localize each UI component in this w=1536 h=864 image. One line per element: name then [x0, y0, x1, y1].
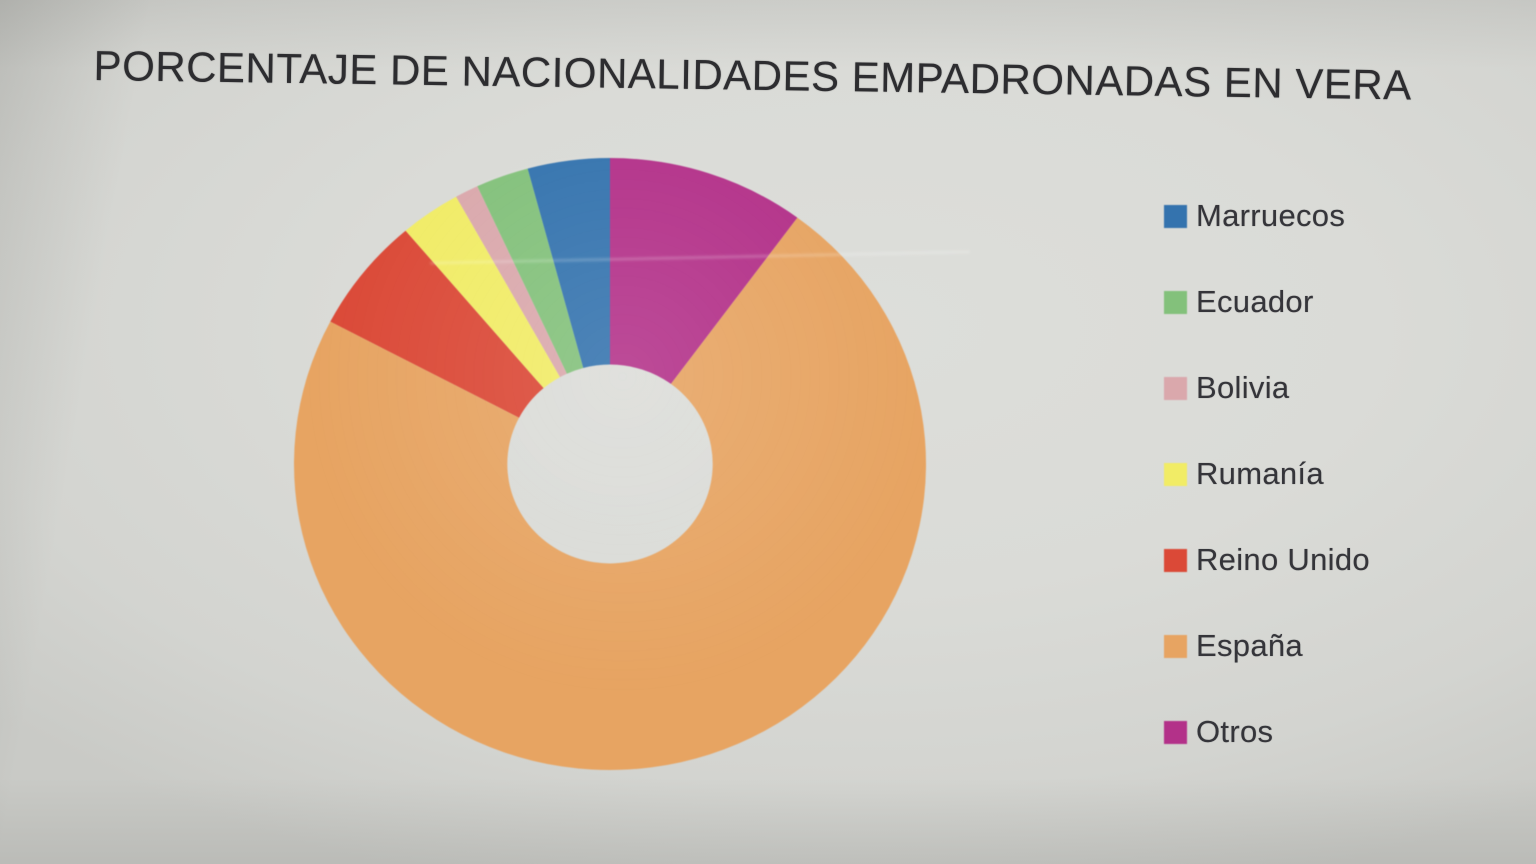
- legend-item-otros: Otros: [1164, 714, 1370, 749]
- legend-swatch-rumania: [1164, 462, 1187, 486]
- legend-item-marruecos: Marruecos: [1164, 198, 1370, 233]
- legend-item-espana: España: [1164, 628, 1370, 663]
- legend-swatch-ecuador: [1164, 290, 1187, 314]
- legend-label-rumania: Rumanía: [1196, 456, 1324, 491]
- chart-legend: Marruecos Ecuador Bolivia Rumanía Reino …: [1164, 198, 1370, 749]
- legend-item-rumania: Rumanía: [1164, 456, 1370, 491]
- legend-swatch-bolivia: [1164, 376, 1187, 400]
- pie-slice-reino-unido: [330, 230, 544, 418]
- legend-swatch-reino-unido: [1164, 548, 1187, 572]
- pie-slice-ecuador: [477, 168, 584, 374]
- legend-label-bolivia: Bolivia: [1196, 370, 1290, 405]
- pie-slice-marruecos: [527, 158, 610, 368]
- legend-swatch-otros: [1164, 720, 1187, 744]
- legend-swatch-espana: [1164, 634, 1187, 658]
- legend-item-ecuador: Ecuador: [1164, 284, 1370, 319]
- legend-item-reino-unido: Reino Unido: [1164, 542, 1370, 577]
- legend-swatch-marruecos: [1164, 204, 1187, 228]
- pie-slice-espa-a: [294, 217, 926, 770]
- legend-label-otros: Otros: [1196, 714, 1274, 749]
- legend-label-reino-unido: Reino Unido: [1196, 542, 1370, 577]
- legend-label-marruecos: Marruecos: [1196, 198, 1346, 233]
- legend-item-bolivia: Bolivia: [1164, 370, 1370, 405]
- legend-label-espana: España: [1196, 628, 1303, 663]
- legend-label-ecuador: Ecuador: [1196, 284, 1314, 319]
- pie-slice-bolivia: [456, 186, 567, 378]
- pie-slice-ruman-a: [405, 196, 560, 389]
- pie-slice-otros: [610, 158, 798, 384]
